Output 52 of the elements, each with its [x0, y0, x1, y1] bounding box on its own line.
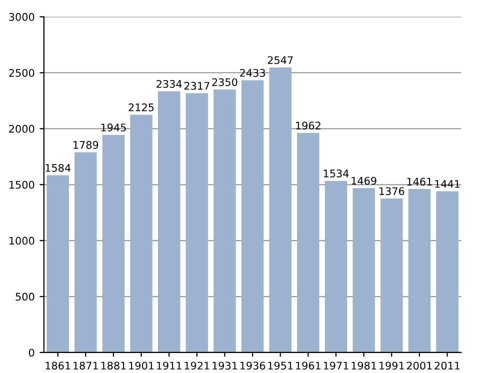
bar: [380, 198, 403, 352]
y-tick-label: 2000: [9, 124, 34, 133]
x-tick-label: 2011: [434, 362, 460, 370]
x-tick-label: 1951: [268, 362, 293, 370]
x-tick-label: 1861: [46, 362, 70, 370]
bar: [186, 93, 208, 352]
bar: [297, 132, 320, 352]
data-label: 1789: [74, 141, 98, 149]
y-tick-label: 3000: [9, 13, 34, 21]
y-tick-label: 2500: [9, 68, 34, 77]
bar: [408, 189, 431, 352]
data-label: 1461: [407, 178, 432, 186]
x-tick-label: 1936: [240, 362, 266, 370]
y-tick-label: 500: [16, 292, 34, 301]
x-tick-label: 2001: [406, 362, 432, 370]
data-label: 2125: [128, 103, 154, 112]
x-tick-label: 1901: [129, 362, 154, 370]
bar: [214, 90, 236, 352]
bar: [102, 134, 125, 352]
data-label: 2547: [268, 56, 293, 64]
y-tick-label: 0: [28, 348, 34, 357]
x-tick-label: 1921: [184, 362, 210, 370]
data-label: 2350: [212, 78, 238, 86]
y-tick-label: 1500: [10, 180, 34, 189]
data-label: 1962: [296, 122, 320, 130]
data-label: 1534: [324, 170, 349, 178]
x-tick-label: 1961: [296, 362, 320, 370]
x-tick-label: 1991: [380, 362, 404, 370]
bar: [130, 114, 152, 352]
bar: [324, 180, 348, 352]
data-label: 2433: [240, 68, 265, 77]
data-label: 1945: [101, 124, 126, 132]
bar: [241, 80, 264, 352]
x-tick-label: 1881: [101, 362, 126, 370]
data-label: 2317: [184, 82, 210, 90]
data-label: 1584: [46, 164, 70, 172]
bar: [269, 67, 292, 352]
bar: [46, 175, 69, 352]
x-tick-label: 1871: [74, 362, 98, 370]
y-tick-label: 1000: [10, 236, 34, 245]
data-label: 1376: [380, 187, 404, 196]
x-tick-label: 1971: [324, 362, 348, 370]
data-label: 1469: [352, 176, 376, 185]
bar: [436, 191, 458, 352]
x-tick-label: 1981: [352, 362, 376, 370]
bar: [74, 152, 97, 352]
data-label: 2334: [156, 80, 182, 88]
bar: [158, 91, 180, 352]
data-label: 1441: [435, 180, 460, 188]
bar: [352, 188, 375, 352]
x-tick-label: 1911: [156, 362, 182, 370]
x-tick-label: 1931: [212, 362, 238, 370]
